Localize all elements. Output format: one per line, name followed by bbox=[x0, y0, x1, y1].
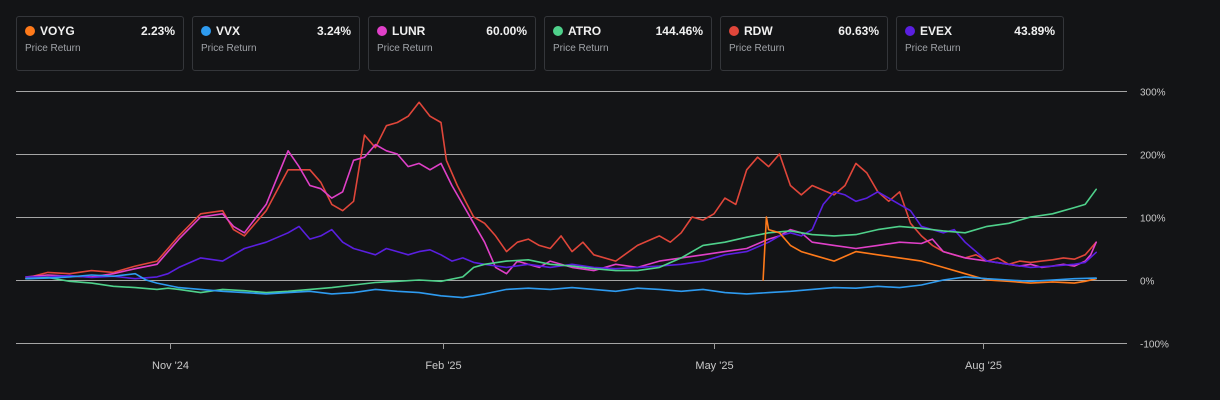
card-ticker: LUNR bbox=[392, 24, 426, 38]
card-value: 43.89% bbox=[1014, 24, 1055, 38]
y-tick-label: 200% bbox=[1140, 151, 1166, 162]
voyg-legend-dot-icon bbox=[25, 26, 35, 36]
card-label: Price Return bbox=[729, 43, 785, 54]
lunr-legend-dot-icon bbox=[377, 26, 387, 36]
series-line-lunr[interactable] bbox=[25, 143, 1097, 278]
card-ticker: ATRO bbox=[568, 24, 602, 38]
x-tick-label: Nov '24 bbox=[152, 360, 189, 372]
card-value: 3.24% bbox=[316, 24, 351, 38]
x-tick-label: May '25 bbox=[695, 360, 733, 372]
series-line-rdw[interactable] bbox=[25, 101, 1097, 279]
card-ticker: RDW bbox=[744, 24, 773, 38]
card-rdw[interactable]: RDW 60.63% Price Return bbox=[720, 16, 888, 71]
vvx-legend-dot-icon bbox=[201, 26, 211, 36]
y-tick-label: 0% bbox=[1140, 277, 1155, 288]
card-evex[interactable]: EVEX 43.89% Price Return bbox=[896, 16, 1064, 71]
card-label: Price Return bbox=[201, 43, 257, 54]
evex-legend-dot-icon bbox=[905, 26, 915, 36]
card-ticker: VVX bbox=[216, 24, 241, 38]
card-voyg[interactable]: VOYG 2.23% Price Return bbox=[16, 16, 184, 71]
series-line-vvx[interactable] bbox=[25, 272, 1097, 299]
card-value: 2.23% bbox=[140, 24, 175, 38]
y-tick-label: 300% bbox=[1140, 88, 1166, 99]
y-tick-label: -100% bbox=[1140, 340, 1169, 351]
card-value: 60.63% bbox=[838, 24, 879, 38]
series-line-atro[interactable] bbox=[25, 188, 1097, 294]
card-label: Price Return bbox=[377, 43, 433, 54]
series-line-voyg[interactable] bbox=[762, 216, 1097, 284]
card-value: 60.00% bbox=[486, 24, 527, 38]
card-ticker: VOYG bbox=[40, 24, 75, 38]
card-atro[interactable]: ATRO 144.46% Price Return bbox=[544, 16, 712, 71]
card-ticker: EVEX bbox=[920, 24, 953, 38]
y-tick-label: 100% bbox=[1140, 214, 1166, 225]
card-label: Price Return bbox=[553, 43, 609, 54]
atro-legend-dot-icon bbox=[553, 26, 563, 36]
summary-cards: VOYG 2.23% Price Return VVX 3.24% Price … bbox=[16, 16, 1064, 71]
x-tick-label: Feb '25 bbox=[425, 360, 461, 372]
card-vvx[interactable]: VVX 3.24% Price Return bbox=[192, 16, 360, 71]
card-value: 144.46% bbox=[655, 24, 703, 38]
x-tick-label: Aug '25 bbox=[965, 360, 1002, 372]
card-lunr[interactable]: LUNR 60.00% Price Return bbox=[368, 16, 536, 71]
rdw-legend-dot-icon bbox=[729, 26, 739, 36]
card-label: Price Return bbox=[905, 43, 961, 54]
card-label: Price Return bbox=[25, 43, 81, 54]
